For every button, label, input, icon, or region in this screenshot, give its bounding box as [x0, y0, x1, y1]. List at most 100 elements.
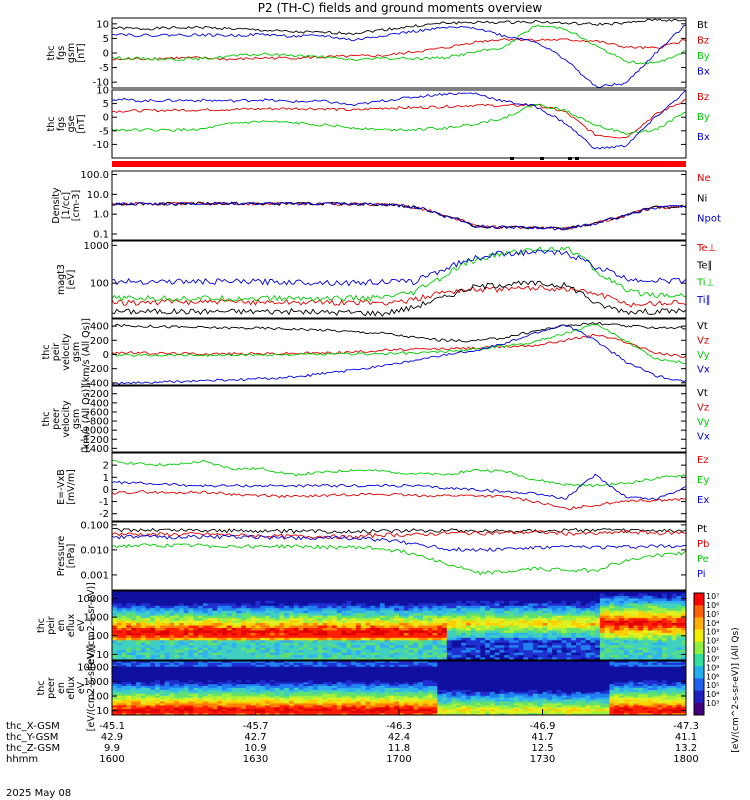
spectrogram-cell	[341, 642, 347, 646]
spectrogram-cell	[580, 591, 586, 594]
spectrogram-cell	[394, 640, 400, 644]
legend-Bt: Bt	[697, 20, 708, 31]
spectrogram-cell	[575, 642, 582, 646]
spectrogram-cell	[451, 645, 457, 649]
spectrogram-cell	[269, 623, 276, 626]
spectrogram-cell	[155, 625, 161, 629]
spectrogram-cell	[332, 672, 338, 675]
spectrogram-cell	[131, 661, 137, 664]
spectrogram-cell	[638, 627, 644, 631]
spectrogram-cell	[399, 627, 405, 631]
spectrogram-cell	[384, 640, 390, 644]
spectrogram-cell	[150, 600, 156, 604]
spectrogram-cell	[131, 691, 137, 695]
spectrogram-cell	[198, 652, 204, 656]
spectrogram-cell	[633, 618, 639, 621]
spectrogram-cell	[528, 637, 534, 641]
spectrogram-cell	[523, 627, 529, 631]
spectrogram-cell	[456, 645, 462, 649]
spectrogram-cell	[236, 664, 242, 668]
spectrogram-cell	[676, 593, 682, 597]
spectrogram-cell	[250, 684, 256, 687]
spectrogram-cell	[284, 598, 290, 602]
spectrogram-cell	[159, 610, 166, 614]
spectrogram-cell	[619, 615, 625, 619]
spectrogram-cell	[451, 618, 457, 621]
spectrogram-cell	[585, 655, 591, 658]
spectrogram-cell	[332, 642, 338, 646]
spectrogram-cell	[566, 618, 572, 621]
spectrogram-cell	[112, 593, 118, 597]
spectrogram-cell	[681, 655, 687, 658]
spectrogram-cell	[657, 613, 663, 617]
spectrogram-cell	[451, 627, 457, 631]
spectrogram-cell	[284, 672, 290, 675]
spectrogram-cell	[188, 662, 194, 666]
spectrogram-cell	[485, 618, 491, 621]
legend-Ni: Ni	[697, 193, 707, 204]
spectrogram-cell	[250, 705, 256, 708]
spectrogram-cell	[375, 632, 381, 636]
spectrogram-cell	[250, 598, 256, 602]
spectrogram-cell	[494, 605, 500, 609]
spectrogram-cell	[480, 650, 486, 653]
spectrogram-cell	[150, 647, 156, 651]
spectrogram-cell	[456, 642, 462, 646]
spectrogram-cell	[346, 686, 352, 689]
spectrogram-cell	[303, 625, 309, 629]
spectrogram-cell	[140, 682, 146, 685]
spectrogram-cell	[619, 652, 625, 656]
spectrogram-cell	[250, 670, 256, 673]
spectrogram-cell	[422, 618, 429, 621]
spectrogram-cell	[432, 591, 438, 594]
spectrogram-cell	[202, 695, 209, 699]
spectrogram-cell	[652, 635, 658, 639]
spectrogram-cell	[442, 625, 448, 629]
spectrogram-cell	[332, 640, 338, 644]
spectrogram-cell	[193, 682, 199, 685]
spectrogram-cell	[188, 642, 194, 646]
spectrogram-cell	[336, 682, 342, 685]
spectrogram-cell	[135, 593, 142, 597]
spectrogram-cell	[322, 684, 328, 687]
spectrogram-cell	[231, 625, 237, 629]
spectrogram-cell	[293, 593, 299, 597]
spectrogram-cell	[595, 615, 601, 619]
spectrogram-cell	[298, 709, 304, 712]
spectrogram-cell	[623, 645, 629, 649]
spectrogram-cell	[657, 598, 663, 602]
spectrogram-cell	[188, 695, 194, 699]
spectrogram-cell	[528, 647, 534, 651]
spectrogram-cell	[657, 623, 663, 626]
spectrogram-cell	[217, 668, 223, 672]
spectrogram-cell	[135, 637, 142, 641]
spectrogram-cell	[499, 591, 505, 594]
spectrogram-cell	[532, 647, 539, 651]
spectrogram-cell	[465, 640, 472, 644]
spectrogram-cell	[509, 595, 515, 599]
spectrogram-cell	[193, 662, 199, 666]
spectrogram-cell	[226, 661, 232, 664]
spectrogram-cell	[188, 652, 194, 656]
spectrogram-cell	[260, 655, 266, 658]
spectrogram-cell	[260, 662, 266, 666]
spectrogram-cell	[327, 707, 333, 710]
spectrogram-cell	[456, 650, 462, 653]
spectrogram-cell	[504, 635, 510, 639]
spectrogram-cell	[198, 686, 204, 689]
spectrogram-cell	[571, 598, 577, 602]
spectrogram-cell	[657, 635, 663, 639]
spectrogram-cell	[537, 625, 543, 629]
spectrogram-cell	[269, 661, 276, 664]
spectrogram-cell	[217, 632, 223, 636]
spectrogram-cell	[207, 701, 213, 704]
spectrogram-cell	[408, 603, 414, 607]
spectrogram-cell	[604, 603, 610, 607]
spectrogram-cell	[155, 637, 161, 641]
spectrogram-cell	[241, 703, 247, 706]
ytick-label: -600	[86, 407, 109, 418]
spectrogram-cell	[265, 627, 271, 631]
spectrogram-cell	[126, 709, 132, 712]
spectrogram-cell	[250, 703, 256, 706]
spectrogram-cell	[222, 608, 228, 612]
